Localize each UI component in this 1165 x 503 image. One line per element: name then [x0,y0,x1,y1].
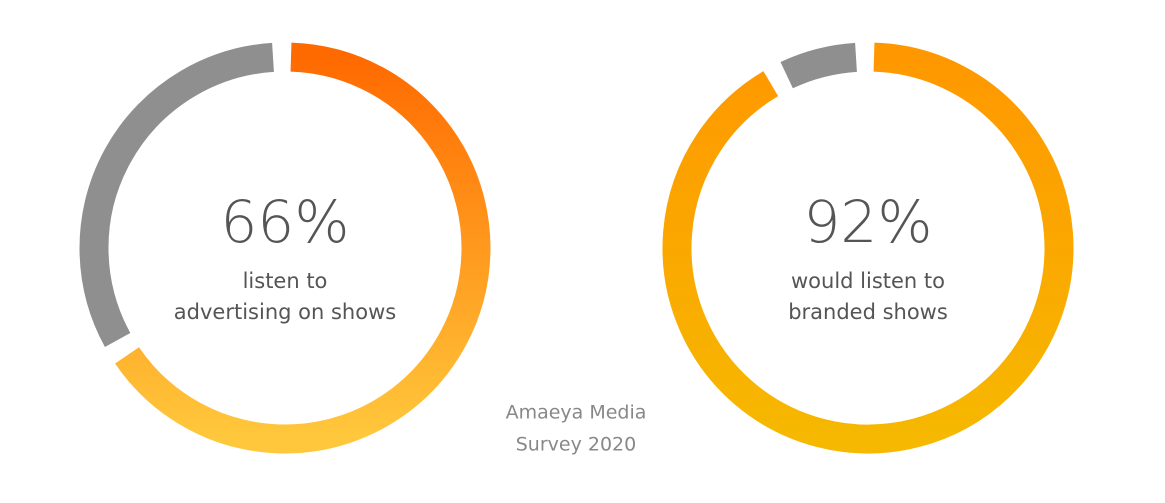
caption: Amaeya Media [506,402,647,424]
donut-label: advertising on shows [174,300,396,324]
donut-remainder [79,42,274,347]
donut-segment [115,42,491,454]
caption: Survey 2020 [516,434,637,456]
donut-label: branded shows [788,300,948,324]
value-label: 92% [804,188,933,256]
donut-segment [662,42,1074,454]
donut-label: listen to [243,269,328,293]
donut-label: would listen to [791,269,945,293]
donut-remainder [780,42,858,89]
value-label: 66% [221,188,350,256]
